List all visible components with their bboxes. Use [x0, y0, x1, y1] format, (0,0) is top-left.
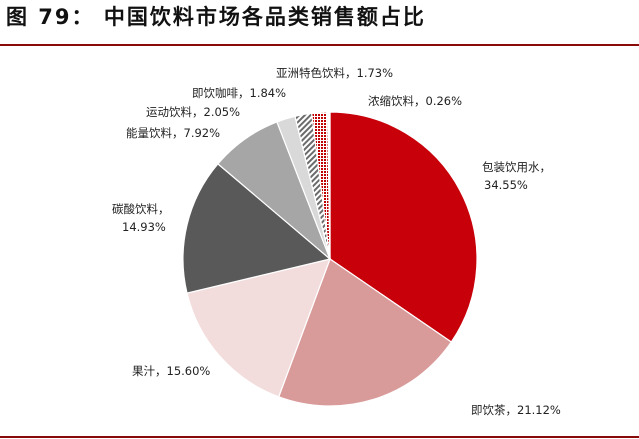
figure-title: 图 79： 中国饮料市场各品类销售额占比	[6, 5, 426, 29]
slice-label-name: 碳酸饮料，	[112, 202, 170, 216]
bottom-rule	[0, 436, 639, 438]
slice-label: 亚洲特色饮料，1.73%	[276, 66, 393, 80]
slice-label: 即饮茶，21.12%	[471, 403, 561, 417]
pie-slice-1	[329, 111, 478, 343]
slice-label-value: 14.93%	[122, 220, 166, 234]
slice-label: 能量饮料，7.92%	[126, 126, 220, 140]
title-rule	[0, 44, 639, 46]
pie-slice-2	[277, 258, 453, 407]
slice-label-value: 34.55%	[484, 178, 528, 192]
pie-slice-3	[186, 258, 331, 398]
slice-label: 果汁，15.60%	[132, 364, 210, 378]
slice-label: 运动饮料，2.05%	[146, 105, 240, 119]
slice-label: 即饮咖啡，1.84%	[192, 86, 286, 100]
pie-slice-4	[182, 163, 332, 294]
slice-label: 浓缩饮料，0.26%	[368, 94, 462, 108]
pie-slice-9	[326, 111, 331, 260]
slice-label-name: 包装饮用水，	[482, 160, 551, 174]
